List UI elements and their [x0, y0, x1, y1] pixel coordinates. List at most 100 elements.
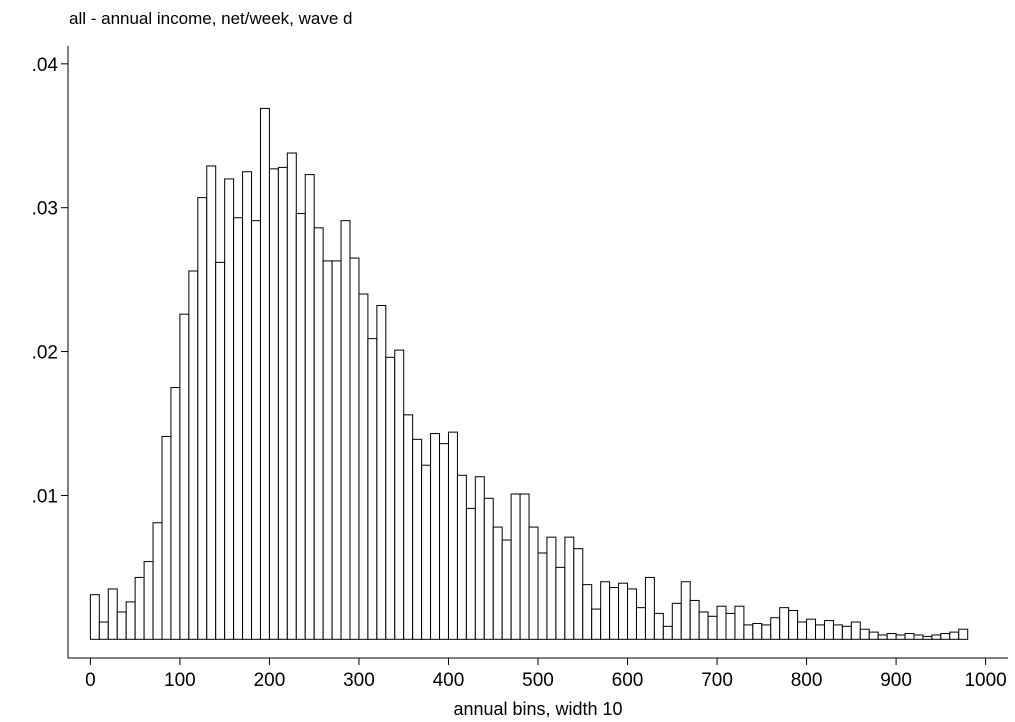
histogram-bar [242, 171, 253, 640]
histogram-bar [618, 582, 629, 640]
histogram-bar [430, 433, 441, 640]
chart-title: all - annual income, net/week, wave d [69, 9, 353, 28]
histogram-bar [483, 497, 494, 640]
histogram-bar [394, 349, 405, 640]
histogram-bar [313, 227, 324, 640]
histogram-bar [277, 166, 288, 640]
histogram-bar [886, 633, 897, 640]
histogram-bar [251, 220, 261, 640]
histogram-bar [904, 633, 915, 640]
histogram-bar [98, 621, 109, 640]
histogram-bar [859, 628, 870, 640]
histogram-bar [295, 212, 306, 640]
histogram-bar [510, 493, 521, 640]
bars-group [89, 107, 969, 640]
histogram-bar [456, 474, 467, 640]
histogram-bar [465, 507, 476, 640]
x-tick-label: 700 [701, 670, 733, 691]
histogram-bar [707, 615, 718, 640]
histogram-bar [958, 628, 969, 640]
histogram-bar [304, 174, 315, 640]
y-ticks-group: .01 .02 .03 .04 [32, 55, 68, 507]
histogram-bar [868, 631, 879, 640]
histogram-bar [188, 270, 199, 640]
histogram-bar [761, 624, 772, 640]
histogram-bar [143, 561, 154, 640]
histogram-bar [259, 107, 270, 640]
x-tick-label: 900 [880, 670, 912, 691]
histogram-bar [224, 178, 235, 640]
histogram-bar [671, 602, 682, 640]
histogram-bar [689, 599, 700, 640]
histogram-bar [877, 634, 888, 640]
histogram-bar [716, 605, 727, 640]
histogram-bar [806, 618, 817, 640]
histogram-bar [439, 443, 449, 640]
histogram-bar [519, 493, 530, 640]
histogram-bar [913, 634, 924, 640]
histogram-bar [788, 610, 799, 640]
histogram-bar [841, 625, 852, 640]
histogram-bar [609, 587, 620, 640]
histogram-bar [161, 435, 172, 640]
histogram-bar [582, 584, 593, 640]
y-tick-label: .03 [32, 199, 58, 220]
histogram-bar [591, 608, 602, 640]
histogram-bar [922, 635, 933, 640]
histogram-bar [349, 257, 360, 640]
histogram-bar [832, 624, 843, 640]
histogram-bar [206, 165, 217, 640]
histogram-bar [170, 387, 181, 640]
x-tick-label: 0 [85, 670, 96, 691]
x-tick-label: 300 [343, 670, 375, 691]
histogram-bar [340, 220, 351, 640]
histogram-bar [949, 631, 960, 640]
histogram-bar [931, 634, 942, 640]
histogram-bar [125, 601, 136, 640]
x-tick-label: 200 [254, 670, 286, 691]
histogram-bar [815, 624, 825, 640]
histogram-bar [537, 552, 548, 640]
histogram-bar [474, 476, 485, 640]
x-tick-label: 100 [164, 670, 196, 691]
histogram-bar [662, 625, 673, 640]
y-tick-label: .04 [32, 55, 59, 76]
x-tick-label: 500 [522, 670, 554, 691]
y-tick-label: .01 [32, 486, 58, 507]
histogram-bar [376, 305, 387, 640]
x-axis-label: annual bins, width 10 [453, 699, 622, 719]
histogram-bar [358, 293, 369, 640]
histogram-bar [331, 260, 342, 640]
x-tick-label: 1000 [964, 670, 1006, 691]
histogram-bar [779, 607, 790, 640]
histogram-bar [600, 581, 611, 640]
histogram-bar [89, 594, 100, 640]
histogram-bar [492, 526, 503, 640]
histogram-bar [564, 536, 575, 640]
histogram-bar [850, 621, 861, 640]
histogram-bar [644, 576, 655, 640]
histogram-bar [367, 338, 378, 640]
histogram-bar [573, 548, 584, 640]
histogram-bar [179, 313, 190, 640]
histogram-bar [385, 356, 396, 640]
histogram-bar [528, 526, 539, 640]
histogram-bar [895, 634, 906, 640]
histogram-bar [555, 566, 566, 640]
x-ticks-group: 0 100 200 300 400 500 600 700 800 900 1000 [85, 658, 1007, 691]
x-tick-label: 600 [612, 670, 644, 691]
x-tick-label: 400 [433, 670, 465, 691]
histogram-bar [635, 607, 646, 640]
histogram-bar [152, 522, 163, 640]
histogram-bar [116, 611, 127, 640]
histogram-bar [734, 605, 745, 640]
histogram-bar [322, 260, 333, 640]
histogram-bar [286, 152, 297, 640]
histogram-bar [627, 588, 637, 640]
histogram-bar [134, 576, 145, 640]
x-tick-label: 800 [791, 670, 823, 691]
histogram-bar [653, 612, 664, 640]
histogram-bar [197, 197, 208, 640]
